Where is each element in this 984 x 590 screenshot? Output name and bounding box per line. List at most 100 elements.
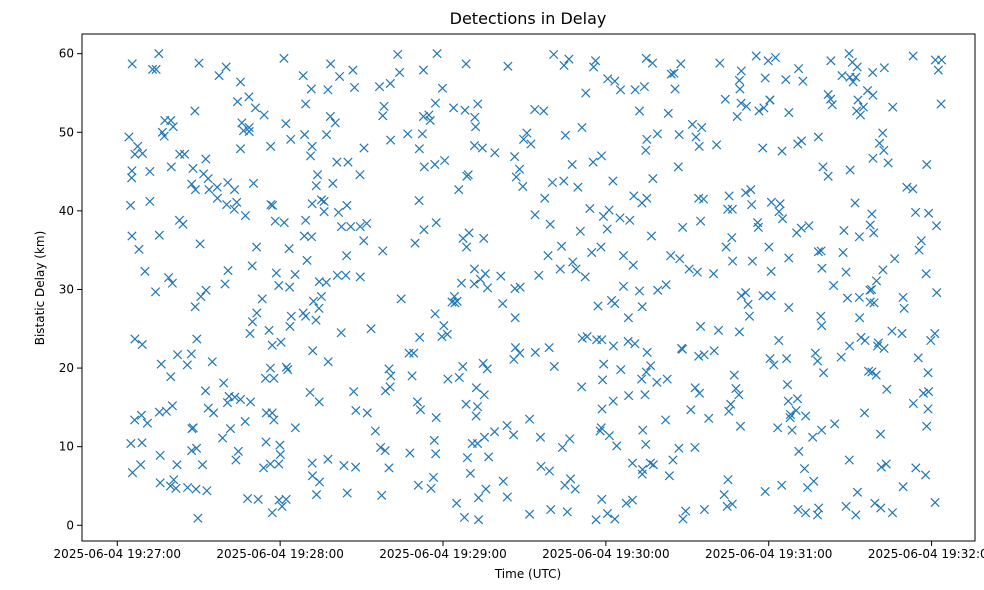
data-point xyxy=(311,489,322,500)
data-point xyxy=(515,348,525,358)
data-point xyxy=(510,343,521,353)
data-point xyxy=(260,373,271,383)
data-point xyxy=(908,51,918,61)
data-point xyxy=(736,98,746,108)
data-point xyxy=(339,460,349,471)
data-point xyxy=(922,159,932,170)
data-point xyxy=(686,405,696,415)
data-point xyxy=(275,449,286,460)
data-point xyxy=(299,231,309,241)
data-point xyxy=(464,228,474,238)
data-point xyxy=(615,213,625,223)
data-point xyxy=(413,480,423,490)
data-point xyxy=(175,149,185,159)
data-point xyxy=(430,159,440,170)
data-point xyxy=(407,371,417,381)
data-point xyxy=(418,65,429,75)
data-point xyxy=(882,384,892,394)
data-point xyxy=(393,49,403,60)
data-point xyxy=(709,346,719,356)
data-point xyxy=(275,440,285,450)
data-point xyxy=(469,279,479,289)
data-point xyxy=(801,508,811,518)
data-point xyxy=(641,145,651,155)
data-point xyxy=(827,100,837,110)
data-point xyxy=(902,182,912,192)
data-point xyxy=(933,65,943,75)
data-point xyxy=(286,311,296,321)
data-point xyxy=(666,69,676,79)
data-point xyxy=(922,421,932,431)
data-point xyxy=(887,326,897,336)
data-point xyxy=(661,280,671,290)
data-point xyxy=(378,246,388,256)
data-point xyxy=(267,340,277,350)
data-point xyxy=(502,492,512,502)
data-point xyxy=(207,357,217,367)
data-point xyxy=(244,92,254,102)
data-point xyxy=(524,414,535,424)
data-point xyxy=(856,332,866,343)
data-point xyxy=(510,313,520,323)
data-point xyxy=(200,386,211,396)
data-point xyxy=(247,317,258,327)
data-point xyxy=(582,332,592,342)
data-point xyxy=(232,96,243,107)
data-point xyxy=(514,164,525,174)
data-point xyxy=(804,221,814,231)
data-point xyxy=(281,118,291,129)
data-point xyxy=(784,107,794,118)
y-axis-label: Bistatic Delay (km) xyxy=(33,231,47,346)
data-point xyxy=(695,321,706,332)
data-point xyxy=(687,119,698,130)
data-point xyxy=(787,425,797,435)
data-point xyxy=(307,232,317,242)
data-point xyxy=(471,383,482,393)
data-point xyxy=(301,99,311,109)
data-point xyxy=(362,408,372,418)
data-point xyxy=(754,106,764,116)
data-point xyxy=(752,218,763,228)
data-point xyxy=(147,64,158,74)
data-point xyxy=(736,66,746,76)
data-point xyxy=(410,238,420,248)
data-point xyxy=(156,359,166,369)
data-point xyxy=(470,112,480,122)
data-point xyxy=(726,399,736,409)
data-point xyxy=(604,205,614,215)
data-point xyxy=(220,279,230,289)
data-point xyxy=(269,415,279,425)
data-point xyxy=(577,333,587,343)
data-point xyxy=(242,493,253,504)
data-point xyxy=(798,76,808,86)
data-point xyxy=(760,73,770,83)
data-point xyxy=(386,371,396,381)
data-point xyxy=(127,231,137,241)
data-point xyxy=(503,61,513,71)
data-point xyxy=(167,278,178,288)
data-point xyxy=(837,71,847,81)
data-point xyxy=(412,397,423,407)
data-point xyxy=(865,297,875,307)
data-point xyxy=(166,162,176,172)
data-point xyxy=(442,329,452,339)
data-point xyxy=(557,442,568,453)
data-point xyxy=(172,460,182,470)
data-point xyxy=(394,67,405,78)
data-point xyxy=(774,207,784,217)
data-point xyxy=(826,56,836,66)
data-point xyxy=(588,157,598,167)
data-point xyxy=(639,82,650,92)
data-point xyxy=(813,247,824,257)
data-point xyxy=(567,159,577,170)
data-point xyxy=(349,387,359,397)
data-point xyxy=(570,484,580,494)
data-point xyxy=(377,490,387,501)
data-point xyxy=(723,475,733,485)
data-point xyxy=(179,149,190,159)
data-point xyxy=(881,459,891,469)
data-point xyxy=(638,425,648,435)
data-point xyxy=(498,298,508,309)
data-point xyxy=(674,443,684,453)
data-point xyxy=(625,215,635,225)
